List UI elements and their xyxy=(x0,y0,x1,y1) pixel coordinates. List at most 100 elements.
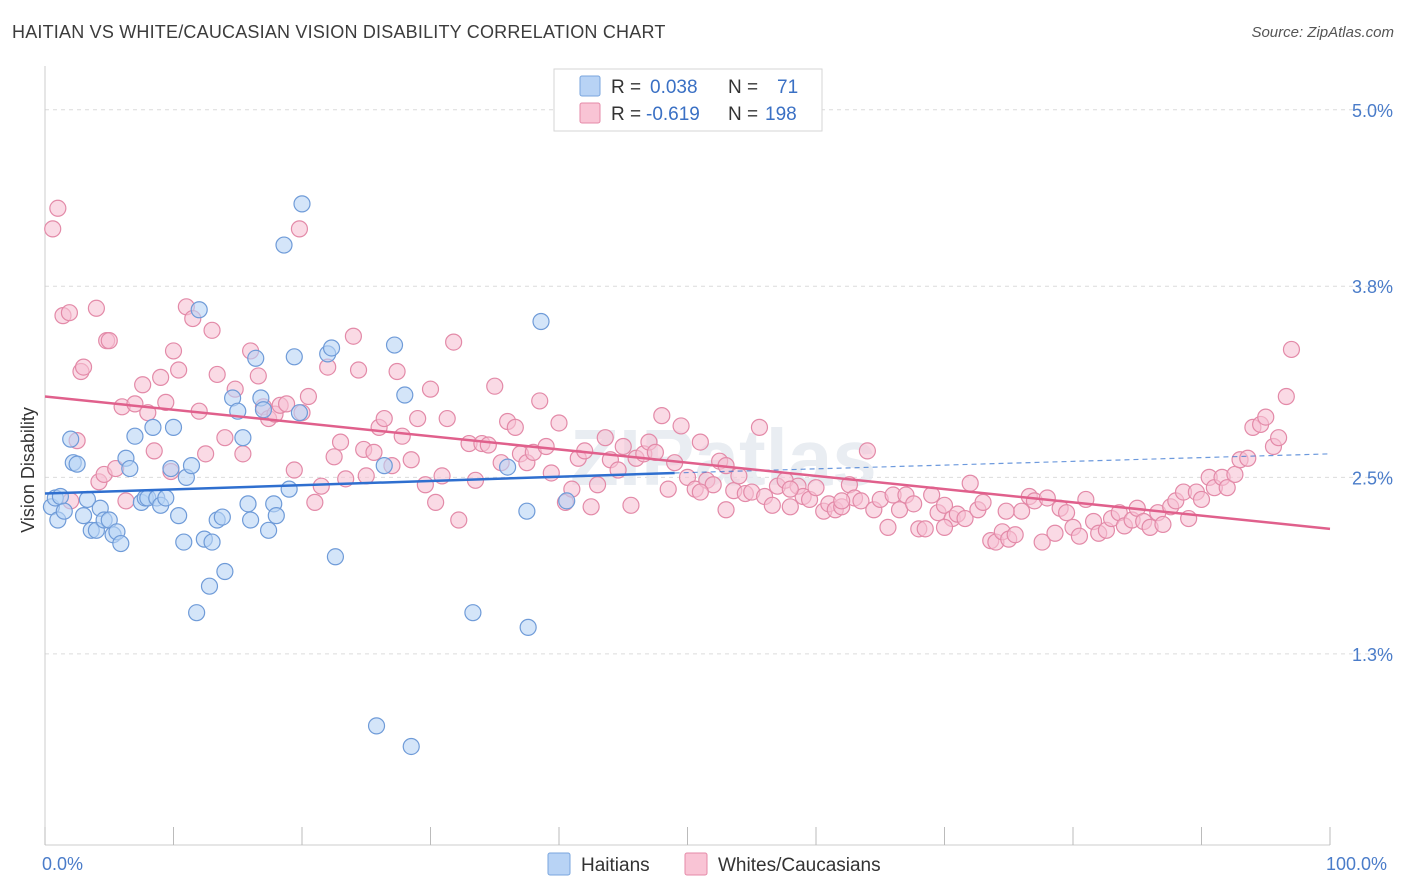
whites-point-147 xyxy=(956,509,974,528)
axes xyxy=(44,66,1331,846)
whites-point-0 xyxy=(44,220,62,238)
whites-point-89 xyxy=(582,498,600,516)
series-haitians-points xyxy=(42,195,576,756)
whites-point-100 xyxy=(653,407,671,425)
source-label: Source: ZipAtlas.com xyxy=(1251,24,1394,41)
y-tick-labels: 1.3% 2.5% 3.8% 5.0% xyxy=(1352,101,1393,665)
legend-r-value-whites: -0.619 xyxy=(646,104,700,125)
whites-point-45 xyxy=(306,493,324,511)
haitians-point-64 xyxy=(396,386,414,404)
haitians-point-68 xyxy=(518,502,536,520)
whites-point-8 xyxy=(87,299,106,317)
whites-point-178 xyxy=(1154,515,1172,534)
haitians-point-65 xyxy=(402,737,420,756)
whites-point-17 xyxy=(134,376,152,394)
whites-point-19 xyxy=(145,442,163,460)
whites-point-200 xyxy=(935,518,954,536)
whites-point-40 xyxy=(277,395,296,413)
whites-point-131 xyxy=(852,492,870,510)
whites-point-20 xyxy=(152,368,170,386)
bottom-legend-label-whites: Whites/Caucasians xyxy=(718,855,881,876)
haitians-point-38 xyxy=(203,533,221,551)
y-axis-label: Vision Disability xyxy=(18,407,38,533)
legend-r-value-haitians: 0.038 xyxy=(650,77,698,98)
whites-point-83 xyxy=(542,464,560,482)
haitians-point-69 xyxy=(519,618,537,636)
whites-point-31 xyxy=(216,429,234,447)
whites-point-15 xyxy=(117,492,135,510)
whites-point-12 xyxy=(100,332,118,350)
haitians-point-67 xyxy=(499,458,517,476)
top-legend: R = 0.038 N = 71 R = -0.619 N = 198 xyxy=(553,68,823,132)
whites-point-150 xyxy=(974,493,992,511)
whites-point-29 xyxy=(203,321,221,339)
haitians-point-70 xyxy=(532,312,550,331)
haitians-point-62 xyxy=(375,457,393,475)
haitians-point-44 xyxy=(234,429,252,447)
haitians-point-41 xyxy=(216,562,234,581)
whites-point-135 xyxy=(879,518,897,536)
whites-point-144 xyxy=(935,496,954,514)
haitians-point-27 xyxy=(157,489,175,507)
legend-r-label-1: R = xyxy=(611,77,641,98)
bottom-legend-label-haitians: Haitians xyxy=(581,855,650,876)
haitians-point-59 xyxy=(322,339,341,357)
whites-point-7 xyxy=(74,358,93,376)
haitians-point-47 xyxy=(247,349,265,367)
whites-point-132 xyxy=(858,442,877,460)
whites-point-188 xyxy=(1218,479,1236,497)
whites-point-197 xyxy=(1277,387,1295,406)
whites-point-101 xyxy=(659,480,677,498)
whites-point-21 xyxy=(157,393,175,411)
whites-point-156 xyxy=(1012,502,1031,520)
haitians-point-53 xyxy=(275,236,293,254)
haitians-point-35 xyxy=(190,301,208,319)
whites-point-112 xyxy=(730,467,748,485)
y-tick-label-2: 3.8% xyxy=(1352,277,1393,297)
whites-point-23 xyxy=(164,342,183,360)
haitians-point-34 xyxy=(188,604,206,622)
haitians-point-52 xyxy=(267,507,285,525)
whites-point-155 xyxy=(1006,526,1024,544)
whites-point-139 xyxy=(905,495,923,513)
whites-point-184 xyxy=(1192,490,1211,509)
whites-point-196 xyxy=(1269,429,1288,447)
haitians-point-66 xyxy=(464,604,482,622)
haitians-point-31 xyxy=(175,533,193,551)
whites-point-30 xyxy=(208,365,226,384)
whites-point-1 xyxy=(49,199,67,217)
haitians-point-5 xyxy=(62,430,80,448)
whites-point-28 xyxy=(197,445,215,463)
legend-n-label-2: N = xyxy=(728,104,758,125)
whites-point-55 xyxy=(365,443,383,461)
haitians-point-4 xyxy=(55,502,73,520)
whites-point-189 xyxy=(1226,465,1244,484)
whites-point-148 xyxy=(961,474,979,492)
whites-point-60 xyxy=(393,427,411,445)
whites-point-194 xyxy=(1257,408,1275,426)
whites-point-67 xyxy=(438,409,456,428)
whites-point-52 xyxy=(349,361,368,379)
bottom-legend-swatch-whites xyxy=(684,852,708,876)
legend-r-label-2: R = xyxy=(611,104,641,125)
legend-swatch-whites xyxy=(579,102,601,124)
haitians-point-7 xyxy=(68,455,86,473)
x-tick-label-max: 100.0% xyxy=(1326,854,1387,874)
whites-point-61 xyxy=(402,451,420,469)
whites-point-94 xyxy=(614,437,632,456)
legend-n-label-1: N = xyxy=(728,77,758,98)
haitians-point-3 xyxy=(51,487,70,506)
haitians-point-61 xyxy=(367,717,386,735)
haitians-point-19 xyxy=(121,459,139,478)
whites-point-204 xyxy=(691,483,709,501)
whites-point-198 xyxy=(1282,340,1301,359)
whites-point-59 xyxy=(388,362,406,381)
whites-point-3 xyxy=(60,304,79,322)
haitians-point-20 xyxy=(126,427,144,445)
whites-point-120 xyxy=(781,498,799,516)
whites-point-159 xyxy=(1033,533,1051,551)
whites-point-124 xyxy=(807,479,825,497)
whites-point-24 xyxy=(170,361,188,379)
haitians-trend-line xyxy=(44,471,675,495)
